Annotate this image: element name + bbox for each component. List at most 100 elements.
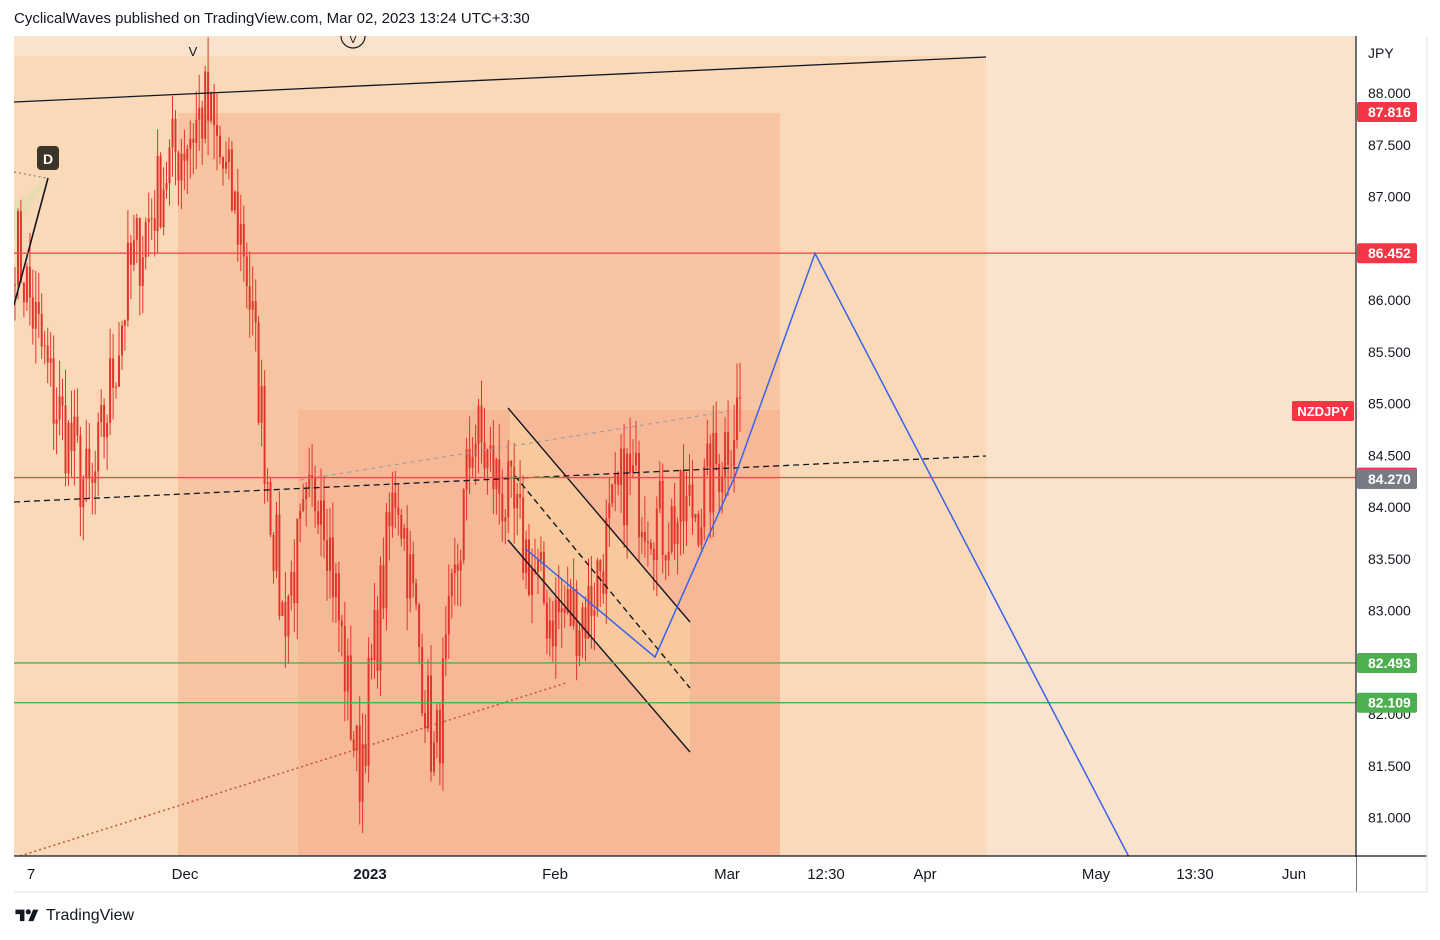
upper-trendline — [14, 56, 987, 103]
wave-label-circle — [340, 36, 366, 49]
candle-body — [361, 743, 364, 802]
candle-body — [31, 297, 34, 329]
candle-body — [670, 506, 673, 552]
time-tick: Mar — [714, 866, 740, 883]
candle-body — [19, 211, 22, 283]
candle-body — [715, 432, 718, 464]
candle-body — [566, 589, 569, 613]
candle-body — [563, 608, 566, 613]
candle-body — [112, 358, 115, 388]
candle-body — [171, 118, 174, 148]
candle-body — [43, 345, 46, 347]
candle-body — [358, 725, 361, 802]
candle-body — [144, 222, 147, 258]
candle-body — [123, 320, 126, 326]
candle-body — [317, 511, 320, 525]
candle-body — [141, 257, 144, 286]
candle-body — [266, 482, 269, 484]
candle-body — [281, 602, 284, 616]
candle-body — [504, 517, 507, 522]
price-badge — [1357, 243, 1417, 264]
candle-body — [700, 527, 703, 546]
candle-body — [629, 453, 632, 473]
candle-body — [370, 657, 373, 660]
candle-body — [513, 466, 516, 509]
price-tick: 83.500 — [1368, 551, 1411, 567]
candle-body — [391, 492, 394, 527]
candle-body — [599, 560, 602, 572]
candle-body — [305, 488, 308, 500]
grey-trendline — [299, 410, 731, 481]
time-tick: May — [1082, 866, 1111, 883]
candle-body — [263, 385, 266, 484]
candle-body — [52, 358, 55, 424]
candle-body — [400, 514, 403, 539]
time-tick: Apr — [913, 866, 936, 883]
candle-body — [183, 153, 186, 161]
price-badge — [1357, 692, 1417, 713]
candle-body — [260, 385, 263, 423]
candle-body — [236, 191, 239, 245]
price-tick: 88.000 — [1368, 85, 1411, 101]
candle-body — [242, 224, 245, 257]
tradingview-logo-icon — [15, 909, 39, 922]
candle-body — [257, 322, 260, 423]
candle-body — [34, 301, 37, 329]
candle-body — [525, 539, 528, 573]
candle-body — [418, 604, 421, 648]
candle-body — [632, 465, 634, 473]
dashed-trendline — [14, 455, 987, 503]
price-badge — [1357, 102, 1417, 123]
candle-body — [649, 542, 652, 549]
candle-body — [275, 514, 278, 571]
candle-body — [37, 301, 40, 315]
tradingview-footer[interactable]: TradingView — [14, 905, 134, 927]
price-tick: 81.500 — [1368, 758, 1411, 774]
price-chart[interactable]: DVV JPY81.00081.50082.00082.50083.00083.… — [0, 0, 1440, 900]
candle-body — [551, 620, 554, 647]
candle-body — [736, 397, 738, 440]
candle-body — [617, 474, 620, 486]
candle-body — [507, 460, 510, 518]
price-badge — [1357, 652, 1417, 673]
candle-body — [447, 595, 450, 635]
candle-body — [468, 448, 471, 468]
candle-body — [489, 445, 492, 450]
candle-body — [284, 602, 287, 637]
time-tick: 12:30 — [807, 866, 845, 883]
candle-body — [652, 549, 655, 560]
candle-body — [676, 522, 679, 545]
symbol-badge — [1292, 401, 1354, 421]
candle-body — [403, 528, 406, 539]
candle-body — [219, 135, 221, 158]
candle-body — [49, 358, 52, 363]
candle-body — [545, 602, 548, 639]
candle-body — [528, 539, 530, 595]
candle-body — [477, 405, 480, 444]
candle-body — [162, 189, 165, 227]
candle-body — [450, 573, 453, 596]
candle-body — [192, 138, 195, 143]
candle-body — [189, 138, 192, 149]
candle-body — [28, 266, 31, 298]
candle-body — [278, 514, 281, 616]
price-axis: JPY81.00081.50082.00082.50083.00083.5008… — [1292, 36, 1427, 892]
candle-body — [703, 466, 706, 528]
candle-body — [685, 496, 688, 522]
candle-body — [329, 537, 331, 571]
candle-body — [222, 157, 224, 169]
candle-body — [581, 607, 584, 631]
candle-body — [254, 301, 257, 323]
time-tick: Jun — [1282, 866, 1306, 883]
candle-body — [560, 608, 563, 613]
projection-path — [524, 251, 1130, 856]
candle-body — [593, 610, 596, 616]
candle-body — [233, 191, 236, 211]
publisher-caption: CyclicalWaves published on TradingView.c… — [14, 10, 530, 27]
candle-body — [542, 551, 545, 603]
candle-body — [483, 442, 486, 469]
candle-body — [364, 743, 367, 766]
candle-body — [147, 218, 150, 223]
candle-body — [156, 155, 159, 232]
candle-body — [471, 456, 474, 468]
